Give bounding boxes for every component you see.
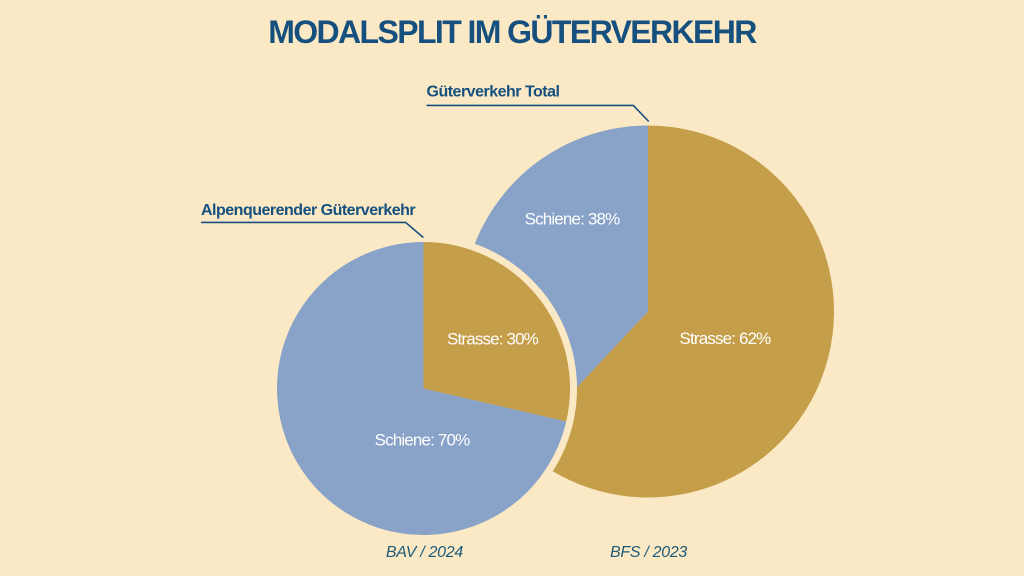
svg-text:Schiene: 38%: Schiene: 38% <box>525 210 620 229</box>
svg-text:MODALSPLIT IM GÜTERVERKEHR: MODALSPLIT IM GÜTERVERKEHR <box>268 14 757 50</box>
svg-text:Schiene: 70%: Schiene: 70% <box>375 431 470 450</box>
svg-text:Alpenquerender Güterverkehr: Alpenquerender Güterverkehr <box>201 202 415 219</box>
svg-text:Güterverkehr Total: Güterverkehr Total <box>427 84 560 101</box>
svg-text:Strasse: 62%: Strasse: 62% <box>680 329 772 348</box>
svg-text:BFS / 2023: BFS / 2023 <box>610 544 687 561</box>
svg-text:BAV / 2024: BAV / 2024 <box>386 544 463 561</box>
svg-text:Strasse: 30%: Strasse: 30% <box>447 330 539 349</box>
